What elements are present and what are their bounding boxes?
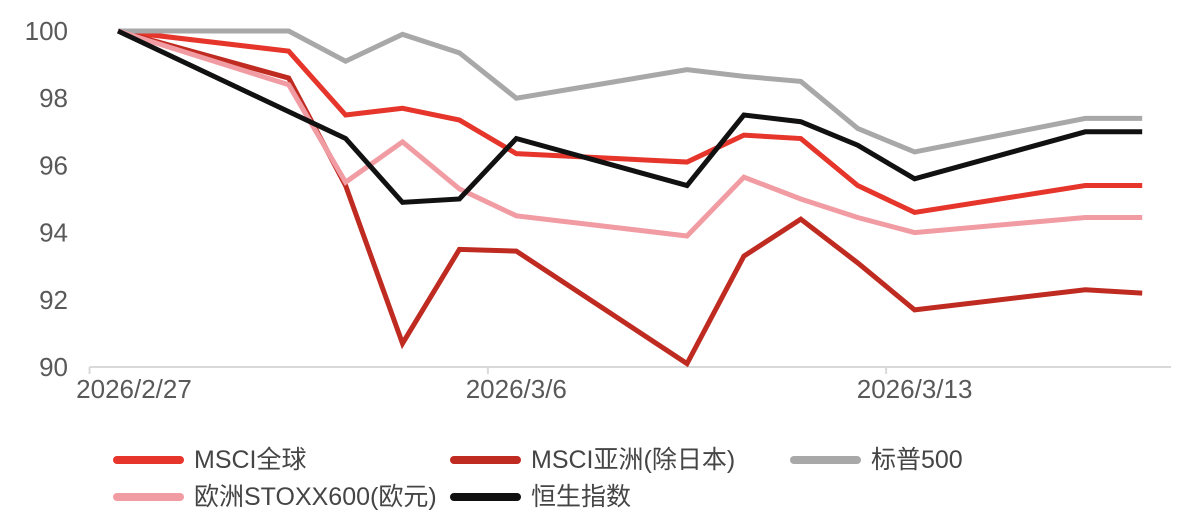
series-line-2 [118, 28, 1143, 155]
y-axis-label: 100 [25, 16, 68, 46]
legend-dash-msci-world-icon [113, 456, 184, 464]
legend-dash-hang-seng-icon [450, 493, 521, 501]
legend-dash-sp500-icon [790, 456, 861, 464]
x-axis-label: 2026/3/13 [857, 374, 973, 404]
series-line-4 [116, 28, 1143, 205]
series-line-1 [117, 28, 1143, 368]
legend-label: 标普500 [871, 446, 963, 474]
series-line-0 [117, 28, 1143, 216]
legend-item-msci-asia-ex-japan[interactable]: MSCI亚洲(除日本) [450, 446, 735, 474]
line-chart: 2026/2/27 2026/3/6 2026/3/13 90 92 94 96 98 100 [25, 16, 1171, 404]
y-axis-label: 90 [39, 352, 68, 382]
legend-item-msci-world[interactable]: MSCI全球 [113, 446, 307, 474]
series-line-3 [117, 28, 1143, 239]
legend-dash-europe-stoxx600-icon [113, 493, 184, 501]
legend-item-europe-stoxx600[interactable]: 欧洲STOXX600(欧元) [113, 483, 437, 511]
legend-label: 欧洲STOXX600(欧元) [194, 483, 437, 511]
legend-label: MSCI全球 [194, 446, 307, 474]
legend-dash-msci-asia-ex-japan-icon [450, 456, 521, 464]
legend-label: 恒生指数 [531, 483, 632, 511]
legend-label: MSCI亚洲(除日本) [531, 446, 736, 474]
y-axis-label: 92 [39, 285, 68, 315]
y-axis-label: 96 [39, 150, 68, 180]
y-axis-label: 98 [39, 83, 68, 113]
legend-item-hang-seng[interactable]: 恒生指数 [450, 483, 631, 511]
x-axis-label: 2026/2/27 [76, 374, 192, 404]
y-axis-label: 94 [39, 218, 68, 248]
legend-item-sp500[interactable]: 标普500 [790, 446, 963, 474]
x-axis-label: 2026/3/6 [466, 374, 567, 404]
